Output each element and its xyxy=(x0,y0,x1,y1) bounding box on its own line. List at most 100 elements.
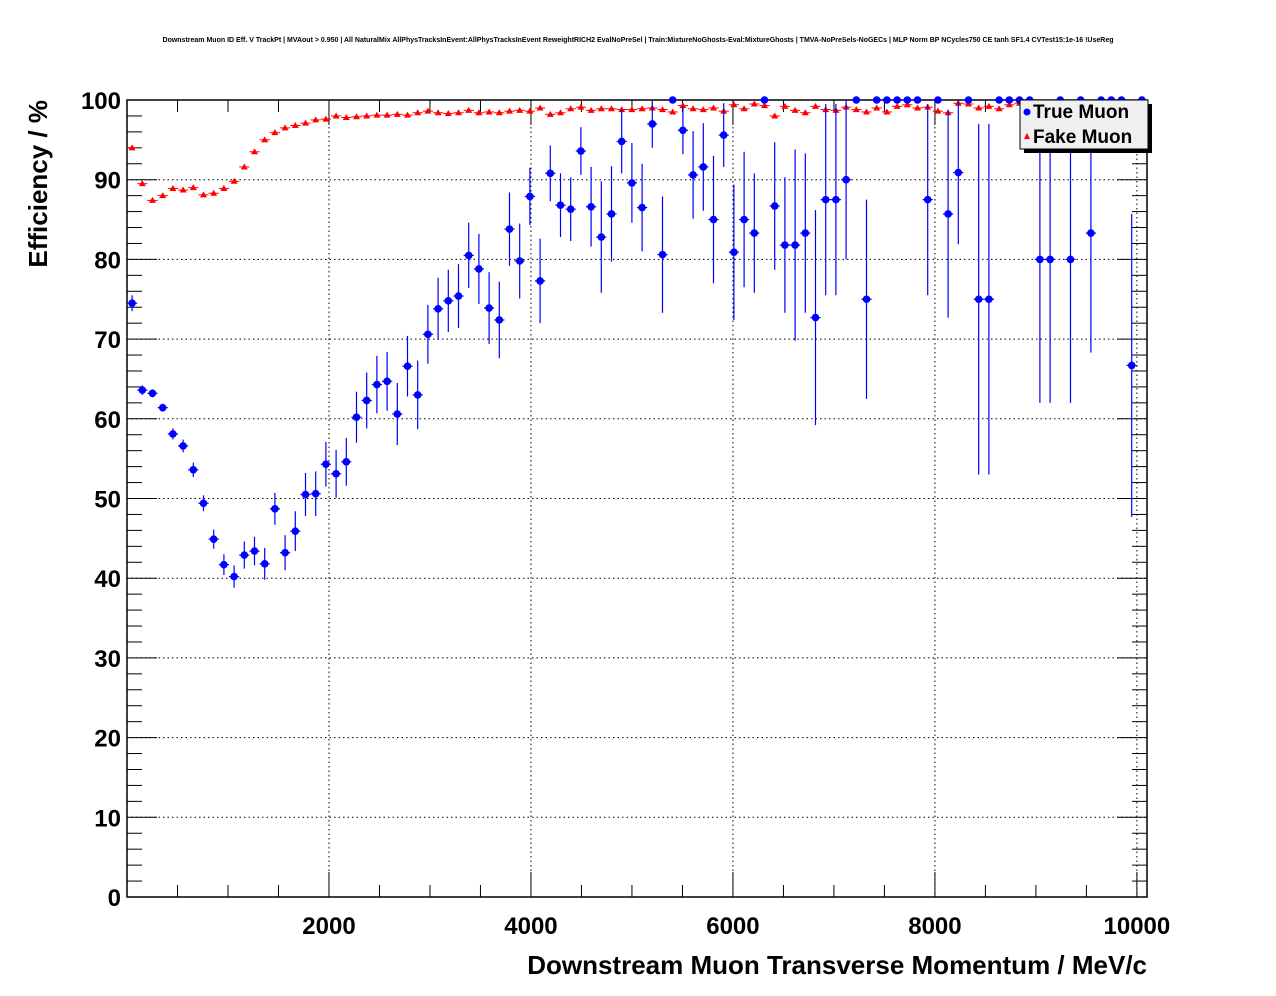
true-muon-point xyxy=(974,295,983,304)
true-muon-point xyxy=(434,305,442,313)
fake-muon-point xyxy=(465,106,473,113)
true-muon-point xyxy=(883,96,891,104)
true-muon-point xyxy=(1127,361,1136,370)
legend-fake-muon-marker xyxy=(1024,133,1030,139)
true-muon-point xyxy=(781,241,789,249)
plot-frame xyxy=(126,99,1148,898)
true-muon-point xyxy=(311,489,320,498)
fake-muon-point xyxy=(128,144,136,151)
true-muon-point xyxy=(760,96,769,104)
fake-muon-point xyxy=(353,113,360,120)
fake-muon-point xyxy=(516,106,524,113)
true-muon-point xyxy=(954,168,963,177)
true-muon-point xyxy=(444,297,453,305)
fake-muon-point xyxy=(934,107,942,114)
fake-muon-point xyxy=(210,189,218,196)
fake-muon-point xyxy=(230,177,238,184)
fake-muon-point xyxy=(434,109,442,116)
fake-muon-point xyxy=(638,105,646,112)
data-marks xyxy=(127,96,1147,588)
true-muon-point xyxy=(985,295,993,304)
true-muon-point xyxy=(424,330,432,339)
y-tick-label: 10 xyxy=(94,805,121,832)
chart-title: Downstream Muon ID Eff. V TrackPt | MVAo… xyxy=(163,37,1114,44)
true-muon-point xyxy=(546,169,555,178)
x-tick-label: 8000 xyxy=(908,913,961,940)
true-muon-point xyxy=(689,171,697,179)
true-muon-point xyxy=(556,201,565,210)
legend-true-muon-label: True Muon xyxy=(1033,102,1129,123)
y-tick-label: 60 xyxy=(94,407,121,434)
true-muon-point xyxy=(893,96,901,104)
fake-muon-point xyxy=(281,124,289,131)
true-muon-point xyxy=(332,469,340,478)
fake-muon-point xyxy=(985,102,993,109)
fake-muon-point xyxy=(689,105,697,112)
true-muon-point xyxy=(505,225,514,233)
true-muon-point xyxy=(322,460,330,469)
true-muon-point xyxy=(617,137,626,146)
fake-muon-point xyxy=(363,112,371,119)
true-muon-point xyxy=(536,277,544,285)
fake-muon-point xyxy=(750,100,758,107)
true-muon-point xyxy=(515,257,524,265)
y-tick-label: 40 xyxy=(94,566,121,593)
true-muon-point xyxy=(454,292,463,300)
true-muon-point xyxy=(658,250,667,259)
fake-muon-point xyxy=(302,119,309,126)
true-muon-point xyxy=(934,96,942,104)
fake-muon-point xyxy=(863,108,870,115)
true-muon-point xyxy=(281,548,289,557)
true-muon-point xyxy=(1005,96,1014,104)
fake-muon-point xyxy=(618,106,626,113)
fake-muon-point xyxy=(271,129,279,136)
legend: True Muon Fake Muon xyxy=(1019,99,1152,153)
fake-muon-point xyxy=(251,148,258,155)
y-tick-label: 90 xyxy=(94,168,121,195)
true-muon-point xyxy=(740,215,748,224)
fake-muon-point xyxy=(393,110,401,117)
fake-muon-point xyxy=(659,106,666,113)
fake-muon-point xyxy=(1005,101,1013,108)
true-muon-point xyxy=(220,560,228,569)
y-tick-label: 100 xyxy=(81,88,121,115)
true-muon-point xyxy=(791,241,799,249)
grid-lines xyxy=(127,100,1147,897)
fake-muon-point xyxy=(322,115,330,122)
fake-muon-point xyxy=(506,107,513,114)
fake-muon-point xyxy=(914,104,921,111)
true-muon-point xyxy=(464,251,473,260)
x-tick-label: 4000 xyxy=(504,913,557,940)
y-tick-label: 20 xyxy=(94,726,121,753)
fake-muon-point xyxy=(342,114,350,121)
fake-muon-point xyxy=(587,106,595,113)
true-muon-point xyxy=(811,313,820,322)
true-muon-point xyxy=(852,96,861,104)
true-muon-point xyxy=(475,265,483,273)
true-muon-point xyxy=(209,535,218,543)
fake-muon-point xyxy=(383,111,391,118)
fake-muon-point xyxy=(179,186,187,193)
true-muon-point xyxy=(342,458,351,466)
true-muon-point xyxy=(485,304,493,312)
fake-muon-point xyxy=(200,191,207,198)
true-muon-point xyxy=(383,377,391,386)
y-tick-label: 70 xyxy=(94,327,121,354)
fake-muon-point xyxy=(761,102,768,109)
true-muon-point xyxy=(607,210,616,218)
true-muon-point xyxy=(250,547,259,555)
y-tick-label: 0 xyxy=(108,885,121,912)
true-muon-point xyxy=(832,195,840,204)
true-muon-point xyxy=(638,203,646,212)
true-muon-point xyxy=(913,96,922,104)
x-tick-labels: 2000 4000 6000 8000 10000 xyxy=(302,913,1170,940)
true-muon-point xyxy=(679,126,687,135)
true-muon-point xyxy=(730,248,738,257)
true-muon-point xyxy=(944,210,952,218)
fake-muon-point xyxy=(404,111,411,118)
true-muon-point xyxy=(821,195,830,204)
x-tick-label: 10000 xyxy=(1104,913,1171,940)
true-muon-point xyxy=(872,96,881,104)
true-muon-point xyxy=(403,362,412,370)
